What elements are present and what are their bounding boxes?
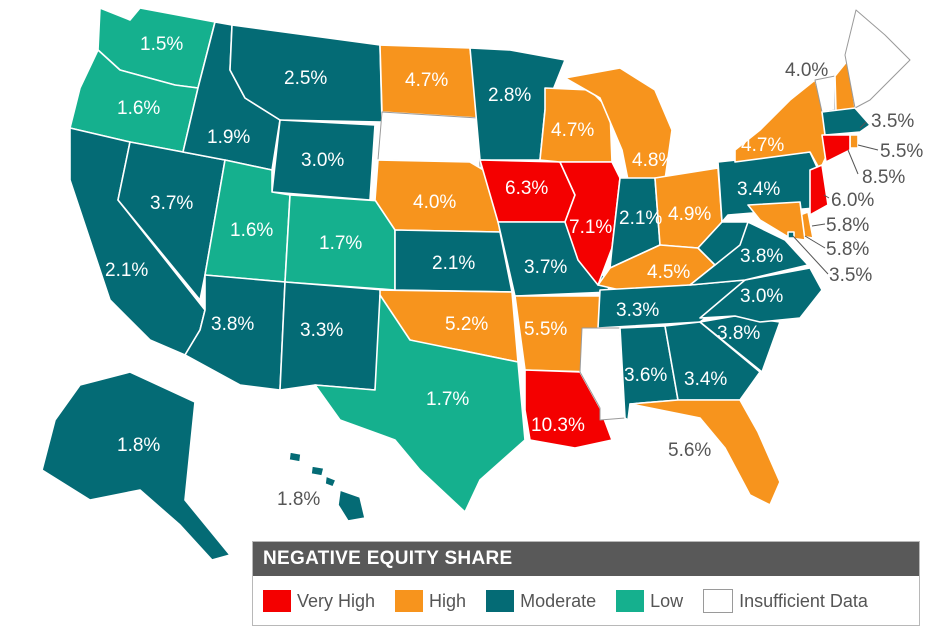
- label-wy: 3.0%: [301, 150, 344, 171]
- state-md[interactable]: [747, 201, 806, 241]
- label-ga: 3.4%: [684, 369, 727, 390]
- leader-nj: [823, 194, 830, 199]
- label-id: 1.9%: [207, 127, 250, 148]
- leader-ct: [847, 149, 859, 175]
- state-tx[interactable]: [314, 294, 526, 513]
- label-tn: 3.3%: [616, 300, 659, 321]
- label-ct: 8.5%: [862, 167, 905, 188]
- state-fl[interactable]: [629, 399, 781, 506]
- state-dc[interactable]: [787, 231, 795, 239]
- label-ne: 4.0%: [413, 192, 456, 213]
- legend-label-high: High: [429, 590, 467, 611]
- label-in: 2.1%: [619, 208, 662, 229]
- legend-item-moderate: Moderate: [486, 590, 596, 612]
- label-ky: 4.5%: [647, 262, 690, 283]
- label-ca: 2.1%: [105, 260, 148, 281]
- legend-item-insufficient: Insufficient Data: [703, 589, 868, 613]
- label-ia: 6.3%: [505, 178, 548, 199]
- legend-swatch-high: [395, 590, 424, 612]
- label-mi: 4.8%: [632, 150, 675, 171]
- leader-md: [804, 235, 826, 249]
- legend-item-high: High: [395, 590, 466, 612]
- state-sc[interactable]: [699, 315, 781, 373]
- label-il: 7.1%: [569, 217, 612, 238]
- label-al: 3.6%: [624, 365, 667, 386]
- label-az: 3.8%: [211, 314, 254, 335]
- label-ny: 4.7%: [741, 135, 784, 156]
- state-ri[interactable]: [849, 134, 859, 149]
- label-hi: 1.8%: [277, 489, 320, 510]
- leader-dc: [792, 235, 829, 275]
- legend-swatch-moderate: [486, 590, 515, 612]
- label-nd: 4.7%: [405, 70, 448, 91]
- label-oh: 4.9%: [668, 204, 711, 225]
- label-vt: 4.0%: [785, 60, 828, 81]
- label-ak: 1.8%: [117, 435, 160, 456]
- label-pa: 3.4%: [737, 179, 780, 200]
- state-me[interactable]: [844, 9, 911, 109]
- label-ri: 5.5%: [880, 141, 923, 162]
- legend-swatch-low: [616, 590, 645, 612]
- label-mo: 3.7%: [524, 257, 567, 278]
- label-va: 3.8%: [740, 246, 783, 267]
- legend-label-insufficient: Insufficient Data: [739, 590, 868, 611]
- label-ok: 5.2%: [445, 314, 488, 335]
- state-ct[interactable]: [821, 134, 851, 163]
- label-or: 1.6%: [117, 98, 160, 119]
- state-hi[interactable]: [337, 489, 366, 522]
- hi-island-2: [310, 465, 325, 477]
- state-ma[interactable]: [821, 107, 871, 136]
- label-co: 1.7%: [319, 233, 362, 254]
- legend-title: NEGATIVE EQUITY SHARE: [253, 542, 919, 576]
- label-de: 5.8%: [826, 215, 869, 236]
- label-mn: 2.8%: [488, 85, 531, 106]
- legend-item-very-high: Very High: [263, 590, 375, 612]
- state-ak[interactable]: [41, 371, 231, 561]
- leader-de: [811, 223, 826, 227]
- label-nm: 3.3%: [300, 320, 343, 341]
- label-nv: 3.7%: [150, 193, 193, 214]
- leader-ma: [859, 121, 867, 129]
- legend-label-very-high: Very High: [297, 590, 376, 611]
- label-sc: 3.8%: [717, 323, 760, 344]
- legend-label-moderate: Moderate: [520, 590, 597, 611]
- label-md: 5.8%: [826, 239, 869, 260]
- label-la: 10.3%: [531, 415, 585, 436]
- leader-ri: [857, 144, 879, 151]
- state-ga[interactable]: [664, 321, 761, 401]
- label-nc: 3.0%: [740, 286, 783, 307]
- label-ut: 1.6%: [230, 220, 273, 241]
- legend-label-low: Low: [650, 590, 684, 611]
- legend-item-low: Low: [616, 590, 683, 612]
- label-mt: 2.5%: [284, 68, 327, 89]
- hi-island-1: [288, 451, 302, 463]
- legend: NEGATIVE EQUITY SHARE Very High High Mod…: [252, 541, 920, 626]
- legend-swatch-insufficient: [703, 589, 734, 613]
- label-nj: 6.0%: [831, 190, 874, 211]
- label-wi: 4.7%: [551, 120, 594, 141]
- label-tx: 1.7%: [426, 389, 469, 410]
- label-ar: 5.5%: [524, 319, 567, 340]
- hi-island-3: [324, 475, 337, 488]
- label-ma: 3.5%: [871, 111, 914, 132]
- legend-swatch-very-high: [263, 590, 291, 612]
- label-ks: 2.1%: [432, 253, 475, 274]
- label-dc: 3.5%: [829, 265, 872, 286]
- state-nj[interactable]: [809, 164, 829, 216]
- label-wa: 1.5%: [140, 34, 183, 55]
- label-fl: 5.6%: [668, 440, 711, 461]
- state-wv[interactable]: [697, 221, 749, 266]
